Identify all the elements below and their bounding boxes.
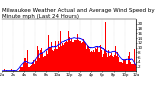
Text: Milwaukee Weather Actual and Average Wind Speed by Minute mph (Last 24 Hours): Milwaukee Weather Actual and Average Win… <box>2 8 154 19</box>
